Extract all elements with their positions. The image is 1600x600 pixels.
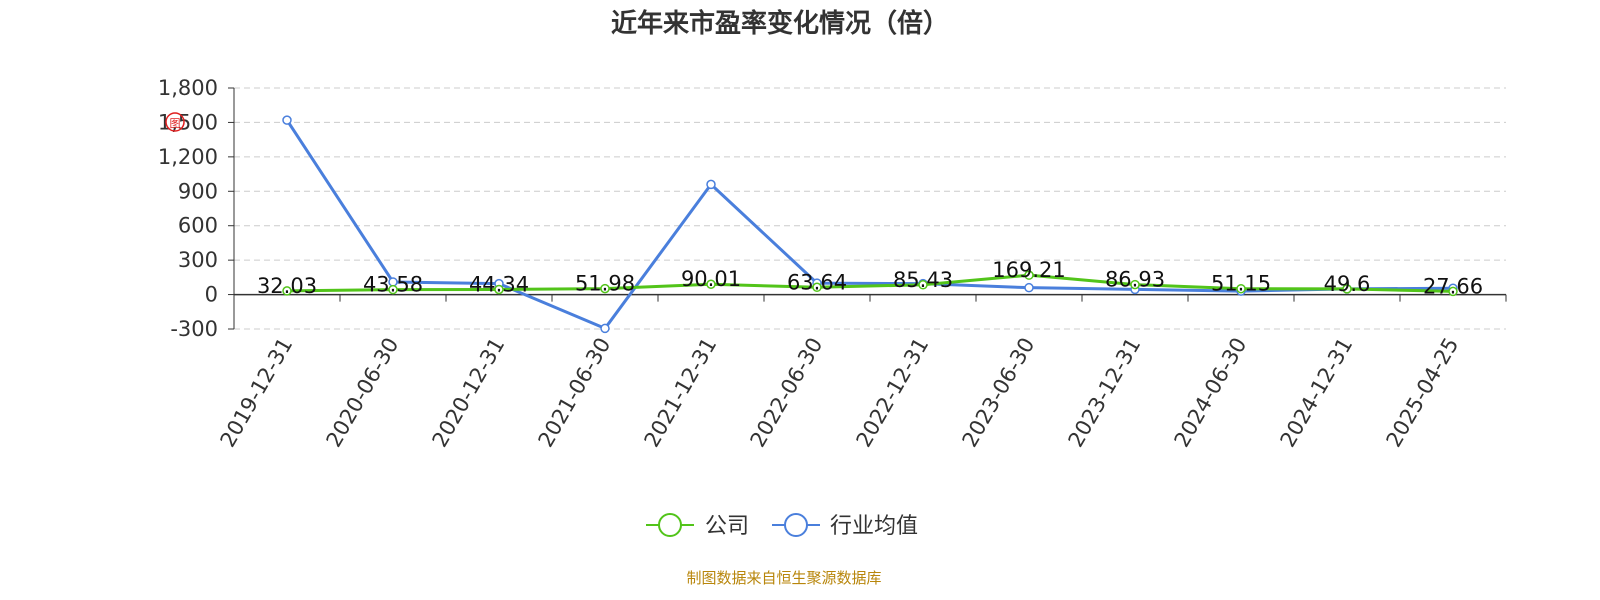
series-line-0 <box>286 273 1454 293</box>
data-label: 63.64 <box>787 270 847 294</box>
point-0 <box>1342 284 1352 294</box>
data-label: 86.93 <box>1105 268 1165 292</box>
y-tick-label: 1,500 <box>158 110 218 134</box>
point-1 <box>282 115 292 125</box>
y-tick-label: 600 <box>178 214 218 238</box>
data-label: 169.21 <box>992 258 1065 282</box>
point-0 <box>1236 283 1246 294</box>
point-0 <box>812 282 822 293</box>
watermark-stamp: 图 <box>170 117 181 130</box>
grid-lines <box>234 87 1506 330</box>
data-label: 51.98 <box>575 272 635 296</box>
x-tick-label: 2019-12-31 <box>216 334 298 452</box>
x-tick-label: 2020-06-30 <box>322 334 404 452</box>
y-tick-label: 900 <box>178 179 218 203</box>
x-tick-label: 2022-12-31 <box>852 334 934 452</box>
point-0 <box>1448 286 1458 297</box>
legend-label: 行业均值 <box>830 514 918 539</box>
point-0 <box>494 284 504 295</box>
x-axis: 2019-12-31 2020-06-30 2020-12-31 2021-06-30… <box>216 293 1507 452</box>
y-tick-label: 1,800 <box>158 76 218 100</box>
point-0 <box>918 280 928 290</box>
series-lines <box>282 115 1458 334</box>
y-tick-label: 0 <box>205 283 218 307</box>
data-label: 43.58 <box>363 273 423 297</box>
legend-marker <box>658 513 682 537</box>
x-tick-label: 2024-12-31 <box>1276 334 1358 452</box>
data-label: 49.6 <box>1324 272 1371 296</box>
data-label: 85.43 <box>893 268 953 292</box>
point-0 <box>600 283 610 294</box>
point-1 <box>706 179 716 190</box>
x-tick-label: 2020-12-31 <box>428 334 510 452</box>
point-0 <box>1024 270 1034 280</box>
x-tick-label: 2023-12-31 <box>1064 334 1146 452</box>
data-label: 90.01 <box>681 267 741 291</box>
series-line-1 <box>285 119 1454 330</box>
data-labels: 32.03 43.58 44.34 51.98 90.01 63.64 85.43 169.2… <box>257 258 1483 298</box>
point-0 <box>282 286 292 296</box>
source-note: 制图数据来自恒生聚源数据库 <box>686 569 881 587</box>
chart-title: 近年来市盈率变化情况（倍） <box>611 8 949 39</box>
x-tick-label: 2021-06-30 <box>534 334 616 452</box>
x-tick-label: 2024-06-30 <box>1170 334 1252 452</box>
y-tick-label: -300 <box>170 317 218 341</box>
point-0 <box>1130 279 1140 290</box>
point-1 <box>1024 282 1034 293</box>
point-0 <box>388 284 398 295</box>
data-label: 44.34 <box>469 272 529 296</box>
legend[interactable]: 公司 行业均值 <box>646 513 918 539</box>
x-tick-label: 2023-06-30 <box>958 334 1040 452</box>
x-tick-label: 2022-06-30 <box>746 334 828 452</box>
legend-marker <box>784 513 808 537</box>
y-tick-label: 300 <box>178 248 218 272</box>
x-tick-label: 2025-04-25 <box>1382 334 1464 452</box>
data-label: 27.66 <box>1423 274 1483 298</box>
point-1 <box>600 323 610 334</box>
watermark-stamp-ring <box>165 112 185 132</box>
y-tick-label: 1,200 <box>158 145 218 169</box>
y-axis: -300 0 300 600 900 1,200 1,500 1,800 <box>158 76 235 341</box>
data-label: 51.15 <box>1211 272 1271 296</box>
legend-label: 公司 <box>705 514 749 539</box>
data-label: 32.03 <box>257 274 317 298</box>
x-tick-label: 2021-12-31 <box>640 334 722 452</box>
point-0 <box>706 279 716 289</box>
